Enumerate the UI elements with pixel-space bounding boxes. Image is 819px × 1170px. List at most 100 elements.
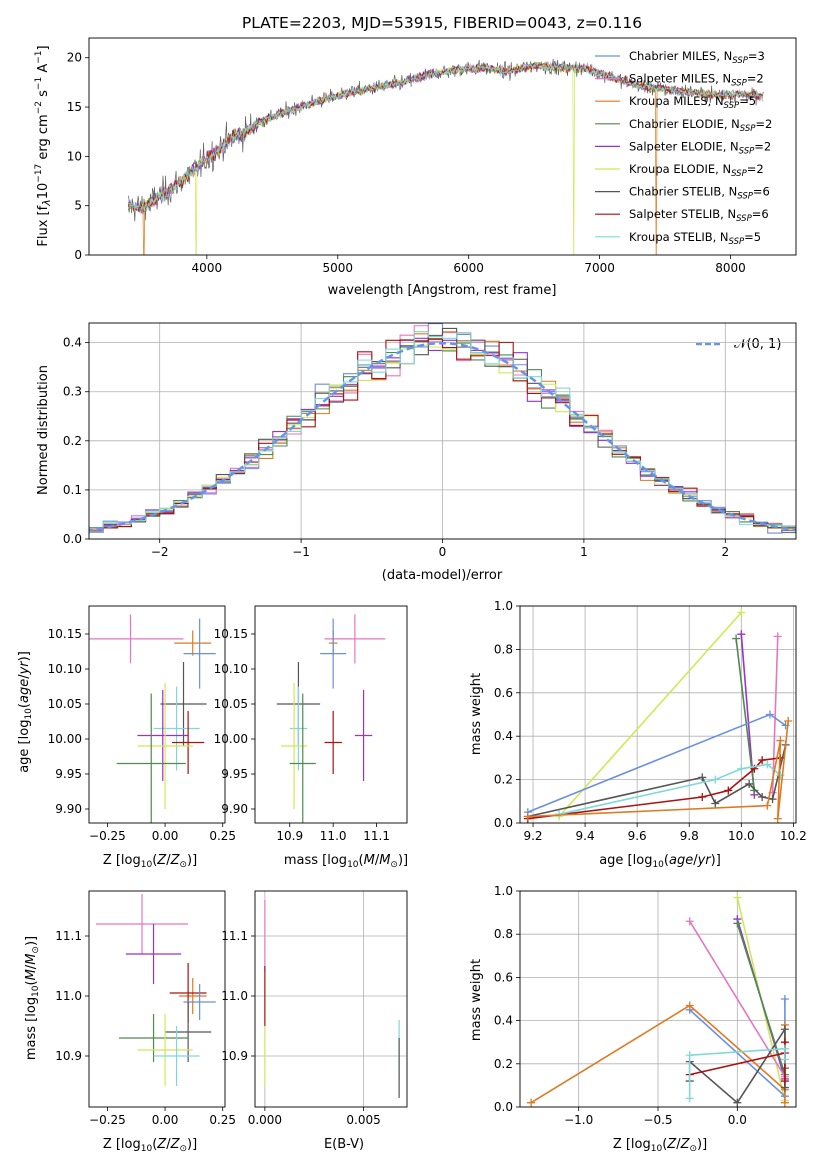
marker-chabrier_stelib	[745, 779, 754, 788]
y-tick-label: 10.9	[221, 1049, 248, 1063]
y-tick-label: 0.6	[494, 970, 513, 984]
spectrum-lines	[127, 58, 764, 255]
weights-weight_vs_z	[527, 893, 789, 1107]
marker-kroupa_stelib	[737, 764, 746, 773]
errorbar-salpeter_miles	[324, 614, 386, 664]
x-tick-label: −1.0	[564, 1113, 593, 1127]
marker-kroupa_elodie	[733, 893, 742, 902]
errorbar-kroupa_stelib	[153, 1026, 200, 1086]
age-z-ylabel: age [log10(age/yr)]	[17, 651, 34, 773]
marker-kroupa_stelib	[763, 760, 772, 769]
x-tick-label: 4000	[192, 261, 223, 275]
errorbar-chabrier_elodie	[118, 1014, 189, 1062]
marker-kroupa_miles	[527, 1098, 536, 1107]
y-tick-label: 15	[67, 100, 82, 114]
x-tick-label: 9.6	[628, 829, 647, 843]
x-tick-label: 10.2	[780, 829, 807, 843]
axes-frame	[254, 605, 408, 824]
series-salpeter_miles	[771, 636, 779, 793]
errorbar-kroupa_elodie	[137, 1014, 193, 1086]
y-tick-label: 9.95	[55, 767, 82, 781]
x-tick-label: 9.8	[680, 829, 699, 843]
y-tick-label: 0.2	[494, 1057, 513, 1071]
errorbar-salpeter_stelib	[171, 711, 205, 774]
x-tick-label: −0.5	[643, 1113, 672, 1127]
residual-xlabel: (data-model)/error	[382, 568, 503, 583]
y-tick-label: 5	[74, 199, 82, 213]
axes-frame	[519, 605, 797, 824]
y-tick-label: 0.3	[63, 385, 82, 399]
x-tick-label: 8000	[715, 261, 746, 275]
marker-kroupa_miles	[773, 814, 782, 823]
x-tick-label: 9.2	[523, 829, 542, 843]
series-chabrier_elodie	[735, 638, 756, 791]
x-tick-label: 6000	[453, 261, 484, 275]
axes-frame	[254, 890, 408, 1108]
axes-mass_vs_ebv: 0.000 0.005 10.9 11.0 11.1	[221, 891, 407, 1127]
y-tick-label: 11.0	[221, 989, 248, 1003]
y-tick-label: 9.95	[221, 767, 248, 781]
axes-spectrum: 4000 5000 6000 7000 8000 0 5 10 15 20	[67, 51, 746, 275]
legend-label-chabrier_stelib: Chabrier STELIB, NSSP=6	[629, 185, 770, 202]
axes-frame	[519, 890, 797, 1108]
axes-weight_vs_z: −1.0 −0.5 0.0 0.0 0.2 0.4 0.6 0.8 1.0	[494, 884, 796, 1127]
x-tick-label: 2	[721, 545, 729, 559]
errorbars-age_vs_mass	[276, 614, 386, 823]
errorbar-kroupa_miles	[178, 978, 207, 1014]
x-tick-label: 11.0	[320, 829, 347, 843]
y-tick-label: 10.15	[214, 627, 248, 641]
x-tick-label: 0.25	[209, 829, 236, 843]
y-tick-label: 10.00	[214, 732, 248, 746]
errorbar-chabrier_stelib	[165, 1002, 212, 1062]
spectrum-title: PLATE=2203, MJD=53915, FIBERID=0043, z=0…	[242, 14, 642, 32]
mass-ebv-xlabel: E(B-V)	[324, 1137, 364, 1152]
errorbar-kroupa_miles	[174, 630, 212, 656]
y-tick-label: 11.1	[55, 929, 82, 943]
y-tick-label: 0.0	[494, 1100, 513, 1114]
y-tick-label: 0.2	[494, 773, 513, 787]
weight-z-ylabel: mass weight	[469, 959, 484, 1041]
errorbars-mass_vs_ebv	[264, 900, 400, 1098]
marker-kroupa_miles	[763, 801, 772, 810]
legend-label-kroupa_elodie: Kroupa ELODIE, NSSP=2	[629, 162, 764, 179]
axes-frame	[88, 37, 797, 256]
legend-label-kroupa_stelib: Kroupa STELIB, NSSP=5	[629, 230, 761, 247]
marker-kroupa_stelib	[780, 1055, 789, 1064]
axes-age_vs_mass: 10.9 11.0 11.1 9.90 9.95 10.00 10.05 10.10 10.15	[214, 627, 390, 843]
weights-weight_vs_age	[523, 608, 793, 823]
marker-kroupa_elodie	[737, 608, 746, 617]
y-tick-label: 10.05	[48, 697, 82, 711]
marker-salpeter_miles	[773, 632, 782, 641]
y-tick-label: 11.1	[221, 929, 248, 943]
errorbar-chabrier_miles	[320, 618, 347, 689]
y-tick-label: 0.4	[494, 1014, 513, 1028]
x-tick-label: 0.25	[209, 1113, 236, 1127]
x-tick-label: 0.000	[248, 1113, 282, 1127]
x-tick-label: −0.25	[89, 829, 126, 843]
y-tick-label: 0.8	[494, 927, 513, 941]
legend-label-salpeter_stelib: Salpeter STELIB, NSSP=6	[629, 207, 769, 224]
marker-chabrier_stelib	[768, 795, 777, 804]
y-tick-label: 10.10	[48, 662, 82, 676]
series-salpeter_miles	[689, 920, 786, 1078]
normal-curve	[89, 341, 796, 532]
marker-chabrier_elodie	[732, 634, 741, 643]
marker-chabrier_stelib	[780, 1025, 789, 1034]
spectrum-ylabel: Flux [fλ10−17 erg cm−2 s−1 A−1]	[34, 45, 53, 246]
y-tick-label: 0	[74, 248, 82, 262]
errorbar-salpeter_miles	[95, 894, 189, 954]
mass-z-xlabel: Z [log10(Z/Z⊙)]	[103, 1137, 197, 1154]
errorbar-chabrier_miles	[183, 984, 216, 1020]
axes-frame	[88, 890, 226, 1108]
y-tick-label: 0.2	[63, 434, 82, 448]
legend-label-chabrier_elodie: Chabrier ELODIE, NSSP=2	[629, 117, 772, 134]
x-tick-label: 0.00	[152, 1113, 179, 1127]
marker-kroupa_stelib	[711, 775, 720, 784]
series-kroupa_elodie	[558, 611, 742, 818]
axes-mass_vs_z: −0.25 0.00 0.25 10.9 11.0 11.1	[55, 929, 236, 1127]
x-tick-label: 7000	[584, 261, 615, 275]
errorbar-chabrier_elodie	[289, 693, 316, 823]
x-tick-label: 10.0	[728, 829, 755, 843]
marker-salpeter_elodie	[737, 630, 746, 639]
marker-chabrier_stelib	[733, 1098, 742, 1107]
